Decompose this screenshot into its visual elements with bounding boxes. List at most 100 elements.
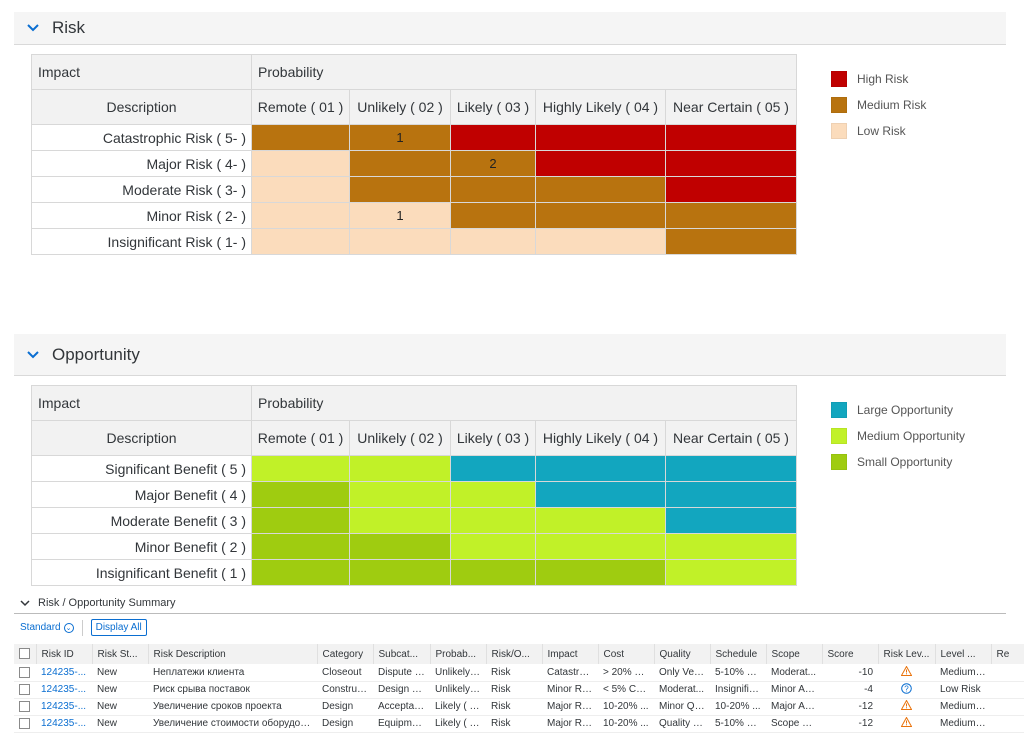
cell-category: Closeout	[317, 664, 373, 682]
row-select-cell[interactable]	[14, 681, 36, 699]
matrix-cell[interactable]	[665, 481, 797, 508]
column-header[interactable]: Risk Description	[148, 644, 318, 664]
matrix-cell[interactable]	[450, 507, 536, 534]
matrix-cell[interactable]	[665, 202, 797, 229]
matrix-cell[interactable]	[535, 176, 666, 203]
column-header[interactable]: Risk Lev...	[878, 644, 936, 664]
matrix-cell[interactable]	[535, 507, 666, 534]
matrix-cell[interactable]	[535, 533, 666, 560]
matrix-cell[interactable]	[450, 559, 536, 586]
matrix-cell[interactable]	[535, 481, 666, 508]
column-header[interactable]: Probab...	[430, 644, 487, 664]
matrix-cell[interactable]	[349, 507, 451, 534]
matrix-cell[interactable]	[349, 481, 451, 508]
row-checkbox[interactable]	[19, 700, 30, 712]
matrix-cell[interactable]	[450, 124, 536, 151]
matrix-cell[interactable]	[349, 533, 451, 560]
summary-header[interactable]: Risk / Opportunity Summary	[20, 597, 176, 609]
row-select-cell[interactable]	[14, 715, 36, 733]
cell-impact: Catastrop...	[542, 664, 598, 682]
matrix-cell[interactable]	[251, 481, 350, 508]
matrix-cell[interactable]	[349, 150, 451, 177]
matrix-cell[interactable]	[251, 455, 350, 482]
matrix-cell[interactable]: 1	[349, 124, 451, 151]
matrix-cell[interactable]	[251, 507, 350, 534]
matrix-cell[interactable]	[535, 124, 666, 151]
column-header[interactable]: Level ...	[935, 644, 992, 664]
matrix-cell[interactable]	[450, 481, 536, 508]
column-header[interactable]: Scope	[766, 644, 823, 664]
matrix-cell[interactable]	[535, 228, 666, 255]
table-row[interactable]: 124235-... New Неплатежи клиента Closeout Di…	[14, 664, 1024, 682]
column-header[interactable]: Risk/O...	[486, 644, 543, 664]
risk-id-link[interactable]: 124235-...	[36, 664, 92, 682]
legend-label: High Risk	[857, 72, 909, 86]
matrix-cell[interactable]	[450, 455, 536, 482]
matrix-cell[interactable]	[251, 150, 350, 177]
matrix-cell[interactable]	[450, 228, 536, 255]
matrix-cell[interactable]	[665, 124, 797, 151]
variant-label: Standard	[20, 622, 61, 633]
row-checkbox[interactable]	[19, 683, 30, 695]
table-row[interactable]: 124235-... New Увеличение сроков проекта De…	[14, 698, 1024, 716]
matrix-cell[interactable]	[665, 507, 797, 534]
row-checkbox[interactable]	[19, 717, 30, 729]
matrix-cell[interactable]	[349, 559, 451, 586]
variant-selector[interactable]: Standard ⌄	[20, 622, 74, 633]
column-header[interactable]: Quality	[654, 644, 711, 664]
cell-description: Риск срыва поставок	[148, 681, 317, 699]
column-header[interactable]: Cost	[598, 644, 655, 664]
column-header[interactable]: Subcat...	[373, 644, 431, 664]
matrix-cell[interactable]	[665, 533, 797, 560]
matrix-cell[interactable]	[665, 150, 797, 177]
column-header[interactable]: Risk ID	[36, 644, 93, 664]
matrix-cell[interactable]	[251, 533, 350, 560]
matrix-cell[interactable]	[665, 455, 797, 482]
row-select-cell[interactable]	[14, 664, 36, 682]
matrix-cell[interactable]	[251, 559, 350, 586]
matrix-cell[interactable]	[349, 176, 451, 203]
matrix-cell[interactable]	[535, 455, 666, 482]
table-row[interactable]: 124235-... New Риск срыва поставок Construc…	[14, 681, 1024, 699]
matrix-cell[interactable]	[251, 176, 350, 203]
matrix-cell[interactable]	[251, 124, 350, 151]
cell-description: Неплатежи клиента	[148, 664, 317, 682]
matrix-cell[interactable]	[665, 559, 797, 586]
matrix-cell[interactable]	[251, 228, 350, 255]
column-header[interactable]: Risk St...	[92, 644, 149, 664]
matrix-cell[interactable]	[349, 455, 451, 482]
risk-id-link[interactable]: 124235-...	[36, 715, 92, 733]
matrix-cell[interactable]	[535, 150, 666, 177]
matrix-cell[interactable]	[450, 533, 536, 560]
table-row[interactable]: 124235-... New Увеличение стоимости оборуд…	[14, 715, 1024, 733]
select-all-checkbox[interactable]	[19, 648, 30, 660]
legend-swatch	[831, 97, 847, 113]
matrix-cell[interactable]	[535, 202, 666, 229]
matrix-cell[interactable]	[450, 202, 536, 229]
matrix-cell[interactable]: 2	[450, 150, 536, 177]
row-select-cell[interactable]	[14, 698, 36, 716]
summary-title: Risk / Opportunity Summary	[38, 597, 176, 609]
risk-section-header[interactable]: Risk	[14, 12, 1006, 45]
matrix-cell[interactable]	[665, 228, 797, 255]
row-checkbox[interactable]	[19, 666, 30, 678]
chevron-down-icon[interactable]	[20, 598, 30, 608]
display-all-button[interactable]: Display All	[90, 619, 147, 636]
chevron-down-icon[interactable]	[26, 348, 40, 362]
chevron-down-icon[interactable]	[26, 21, 40, 35]
risk-id-link[interactable]: 124235-...	[36, 681, 92, 699]
matrix-cell[interactable]	[450, 176, 536, 203]
matrix-cell[interactable]: 1	[349, 202, 451, 229]
column-header[interactable]: Re	[991, 644, 1024, 664]
select-all-header[interactable]	[14, 644, 37, 664]
matrix-cell[interactable]	[665, 176, 797, 203]
matrix-cell[interactable]	[251, 202, 350, 229]
column-header[interactable]: Schedule	[710, 644, 767, 664]
risk-id-link[interactable]: 124235-...	[36, 698, 92, 716]
opportunity-section-header[interactable]: Opportunity	[14, 334, 1006, 376]
column-header[interactable]: Impact	[542, 644, 599, 664]
column-header[interactable]: Category	[317, 644, 374, 664]
matrix-cell[interactable]	[535, 559, 666, 586]
column-header[interactable]: Score	[822, 644, 879, 664]
matrix-cell[interactable]	[349, 228, 451, 255]
